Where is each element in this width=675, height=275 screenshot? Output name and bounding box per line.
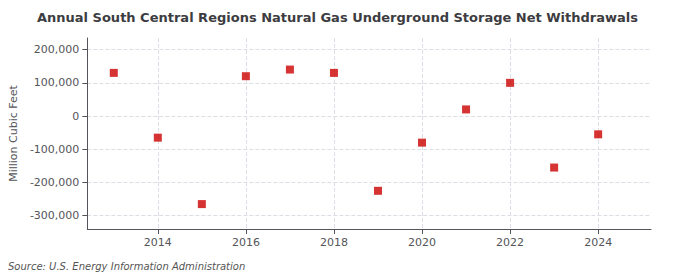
- svg-text:Source: U.S. Energy Informatio: Source: U.S. Energy Information Administ…: [8, 261, 245, 272]
- svg-text:0: 0: [72, 110, 79, 123]
- svg-text:-200,000: -200,000: [30, 176, 79, 189]
- svg-text:2014: 2014: [144, 236, 172, 249]
- svg-text:-100,000: -100,000: [30, 143, 79, 156]
- svg-text:2018: 2018: [320, 236, 348, 249]
- svg-text:200,000: 200,000: [34, 43, 80, 56]
- svg-text:2016: 2016: [232, 236, 260, 249]
- svg-text:Million Cubic Feet: Million Cubic Feet: [7, 84, 20, 181]
- svg-text:100,000: 100,000: [34, 76, 80, 89]
- svg-text:-300,000: -300,000: [30, 209, 79, 222]
- svg-text:Annual South Central Regions N: Annual South Central Regions Natural Gas…: [37, 10, 638, 25]
- svg-text:2020: 2020: [408, 236, 436, 249]
- svg-text:2024: 2024: [584, 236, 612, 249]
- svg-text:2022: 2022: [496, 236, 524, 249]
